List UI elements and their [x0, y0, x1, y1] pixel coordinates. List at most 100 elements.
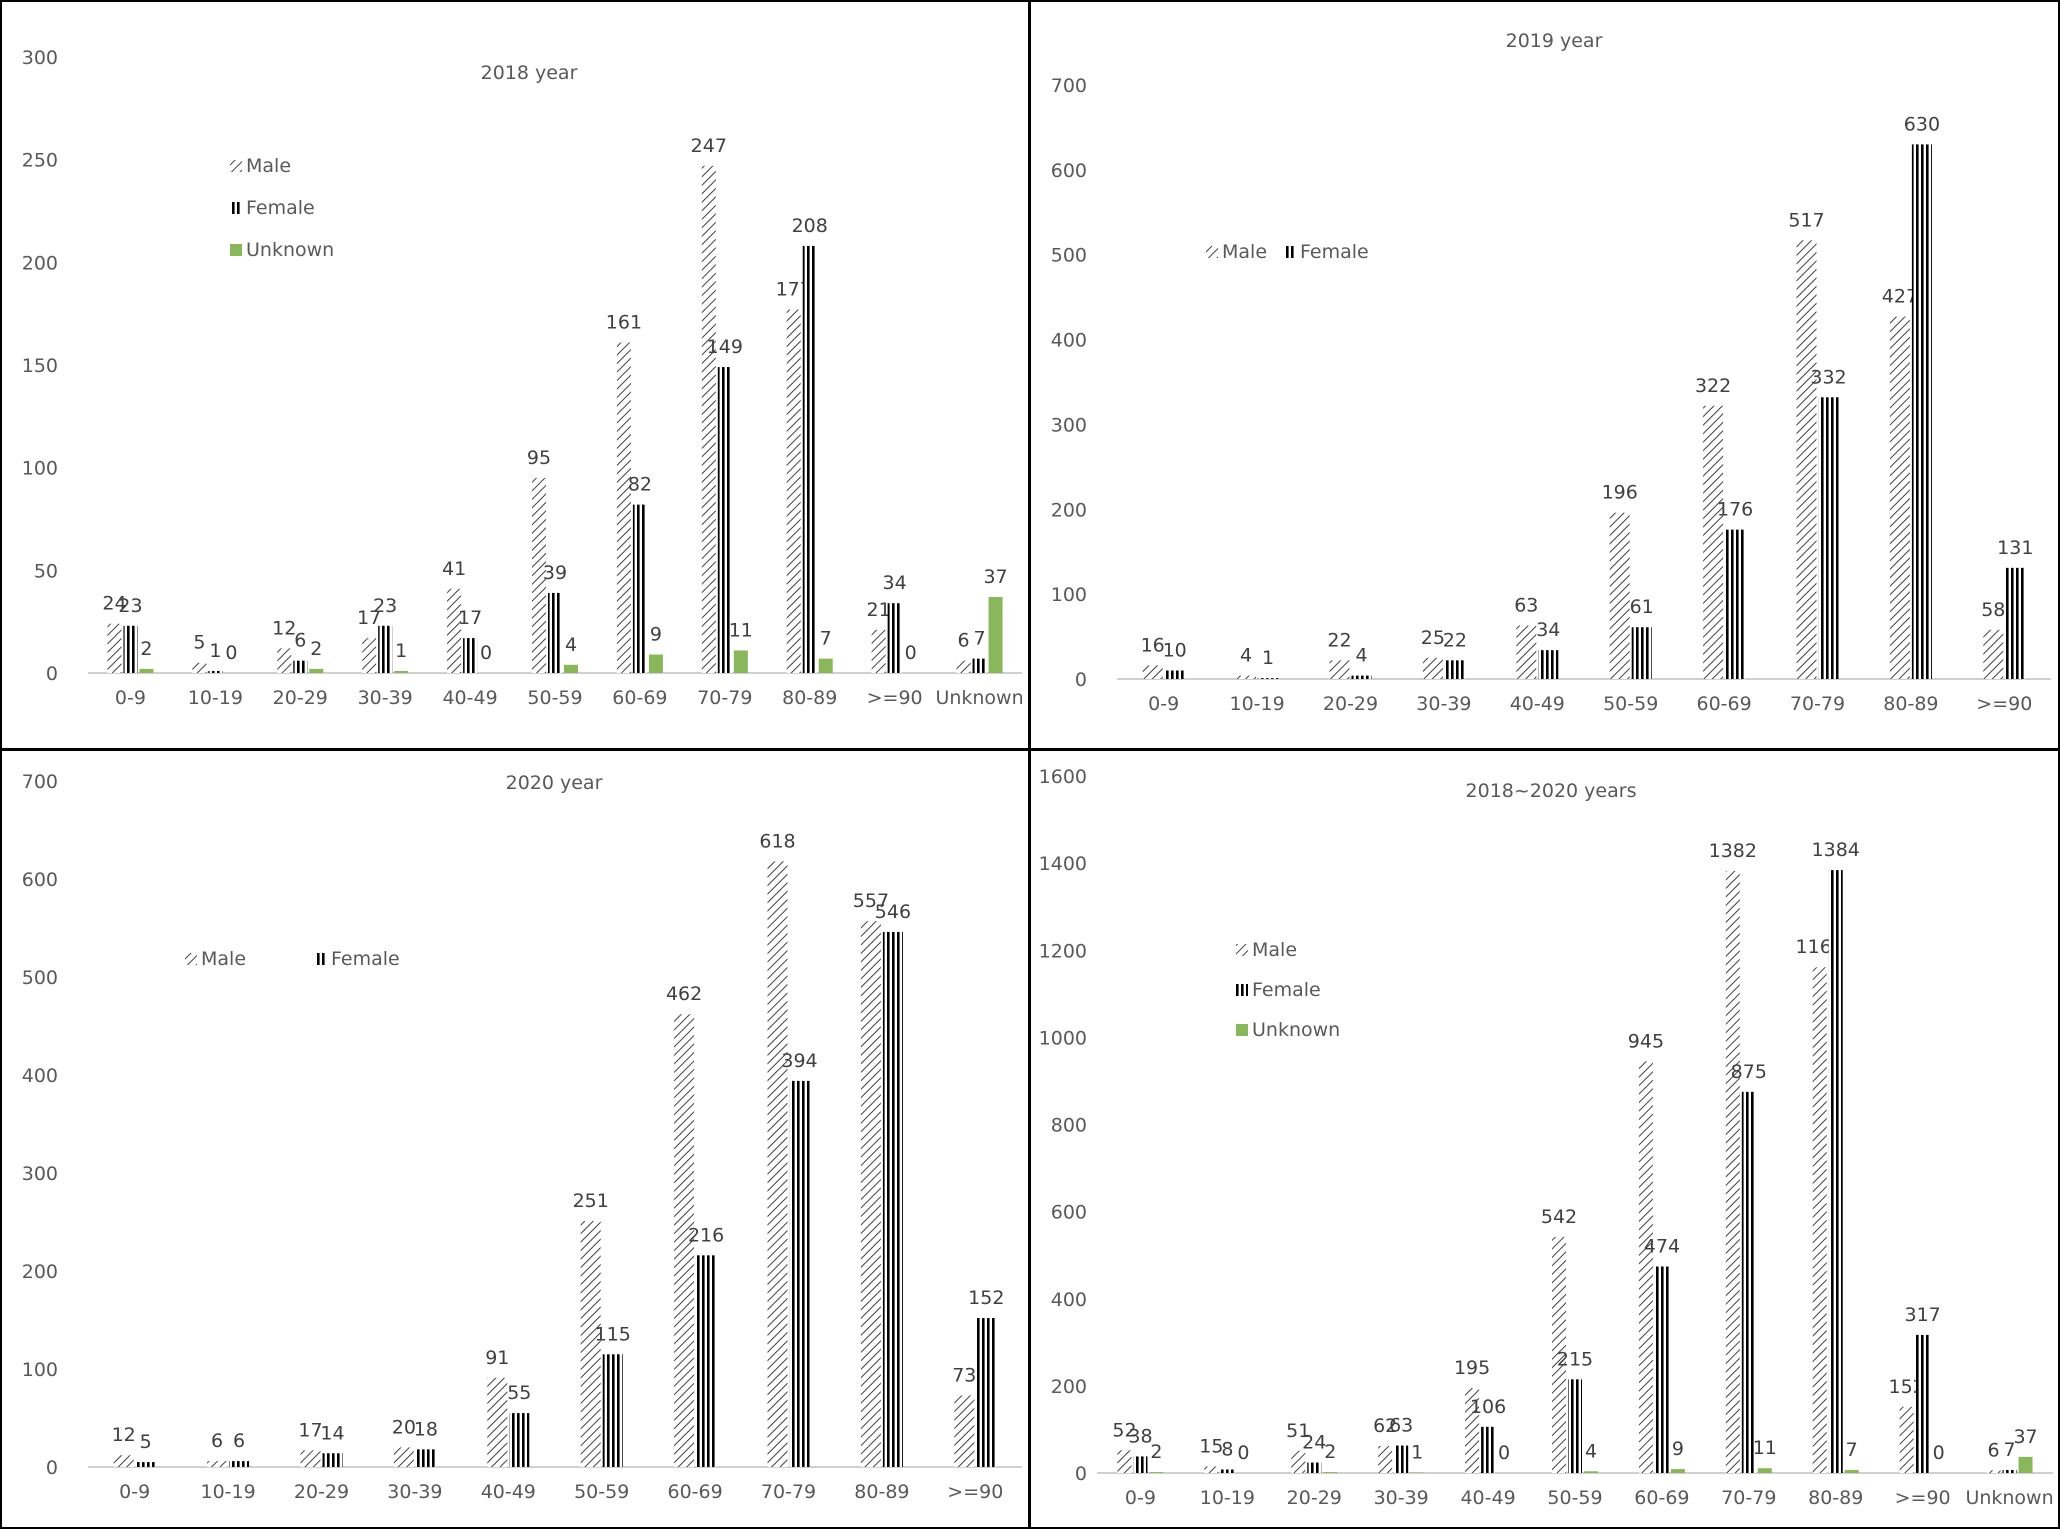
y-tick-label: 700	[1051, 75, 1087, 97]
bar-female-80-89	[1828, 870, 1843, 1473]
x-tick-label-20-29: 20-29	[294, 1481, 349, 1503]
y-tick-label: 200	[1051, 1376, 1087, 1398]
bar-unknown-70-79	[1757, 1468, 1772, 1473]
chart-title: 2019 year	[1506, 30, 1603, 52]
bar-female-80-89	[882, 931, 903, 1467]
y-tick-label: 0	[46, 1457, 58, 1479]
data-label-male-50-59: 95	[527, 447, 551, 469]
x-tick-label-50-59: 50-59	[527, 687, 582, 709]
bar-female-40-49	[509, 1413, 530, 1467]
bar-unknown-70-79	[733, 650, 748, 673]
bar-female-30-39	[415, 1449, 436, 1467]
bar-unknown-30-39	[394, 670, 409, 673]
data-label-female-20-29: 6	[294, 630, 306, 652]
bar-female-30-39	[1444, 660, 1465, 679]
legend-swatch-male	[185, 953, 197, 965]
bar-male-50-59	[532, 477, 546, 673]
bar-female-40-49	[463, 638, 478, 673]
legend-label-unknown: Unknown	[246, 239, 334, 261]
y-tick-label: 250	[22, 150, 58, 172]
legend-swatch-male	[1236, 944, 1248, 956]
bar-female-0-9	[123, 625, 138, 673]
data-label-unknown-50-59: 4	[565, 634, 577, 656]
data-label-male-30-39: 62	[1373, 1415, 1397, 1437]
bar-male-20-29	[1291, 1450, 1306, 1473]
bar-male-20-29	[300, 1450, 321, 1467]
bar-male-0-9	[107, 623, 122, 673]
x-tick-label-gte-90: >=90	[947, 1481, 1003, 1503]
data-label-male-40-49: 195	[1454, 1357, 1490, 1379]
y-tick-label: 200	[22, 252, 58, 274]
data-label-unknown-10-19: 0	[1237, 1442, 1249, 1464]
bar-female-50-59	[602, 1354, 623, 1467]
data-label-female-10-19: 8	[1221, 1439, 1233, 1461]
bar-male-50-59	[1552, 1236, 1566, 1473]
data-label-female-60-69: 474	[1644, 1236, 1680, 1258]
data-label-female-50-59: 61	[1630, 596, 1654, 618]
data-label-male-0-9: 52	[1112, 1419, 1136, 1441]
bar-male-70-79	[1725, 870, 1740, 1473]
x-tick-label-80-89: 80-89	[1883, 693, 1938, 715]
data-label-female-gte-90: 317	[1905, 1304, 1941, 1326]
bar-male-80-89	[786, 309, 801, 673]
x-tick-label-60-69: 60-69	[612, 687, 667, 709]
x-tick-label-0-9: 0-9	[115, 687, 146, 709]
bar-male-gte-90	[871, 629, 886, 673]
legend-swatch-male	[230, 160, 242, 172]
data-label-female-80-89: 1384	[1812, 839, 1860, 861]
data-label-female-gte-90: 152	[968, 1287, 1004, 1309]
x-tick-label-80-89: 80-89	[854, 1481, 909, 1503]
data-label-unknown-70-79: 11	[729, 619, 753, 641]
bar-male-0-9	[113, 1455, 134, 1467]
data-label-female-20-29: 24	[1302, 1432, 1326, 1454]
data-label-female-20-29: 14	[320, 1422, 344, 1444]
data-label-female-70-79: 149	[707, 336, 743, 358]
x-tick-label-30-39: 30-39	[1416, 693, 1471, 715]
bar-male-30-39	[362, 638, 377, 673]
y-tick-label: 600	[1051, 1202, 1087, 1224]
bar-unknown-20-29	[1323, 1472, 1338, 1473]
bar-male-40-49	[1516, 625, 1537, 679]
data-label-male-20-29: 22	[1327, 629, 1351, 651]
data-label-male-gte-90: 58	[1981, 599, 2005, 621]
y-tick-label: 0	[1075, 1463, 1087, 1485]
x-tick-label-10-19: 10-19	[1229, 693, 1284, 715]
data-label-male-50-59: 251	[573, 1190, 609, 1212]
data-label-female-80-89: 630	[1904, 113, 1940, 135]
bar-unknown-60-69	[648, 654, 663, 673]
bar-female-40-49	[1481, 1426, 1496, 1473]
data-label-unknown-60-69: 9	[650, 624, 662, 646]
x-tick-label-40-49: 40-49	[481, 1481, 536, 1503]
data-label-male-30-39: 17	[357, 607, 381, 629]
data-label-female-30-39: 23	[373, 595, 397, 617]
bar-male-30-39	[1378, 1445, 1393, 1473]
data-label-unknown-unknown: 37	[2013, 1426, 2037, 1448]
data-label-unknown-70-79: 11	[1753, 1437, 1777, 1459]
data-label-female-gte-90: 131	[1997, 537, 2033, 559]
data-label-male-10-19: 15	[1199, 1435, 1223, 1457]
x-tick-label-unknown: Unknown	[935, 687, 1023, 709]
bar-female-50-59	[1568, 1379, 1582, 1473]
bar-male-60-69	[616, 342, 631, 673]
data-label-female-80-89: 208	[792, 215, 828, 237]
data-label-female-gte-90: 34	[883, 572, 907, 594]
data-label-male-30-39: 20	[392, 1416, 416, 1438]
x-tick-label-10-19: 10-19	[188, 687, 243, 709]
bar-male-80-89	[1889, 316, 1910, 679]
bar-unknown-60-69	[1670, 1469, 1685, 1473]
y-tick-label: 200	[22, 1261, 58, 1283]
data-label-male-60-69: 161	[606, 311, 642, 333]
data-label-female-10-19: 1	[1262, 647, 1274, 669]
bar-male-10-19	[192, 662, 207, 673]
data-label-male-40-49: 91	[485, 1347, 509, 1369]
x-tick-label-unknown: Unknown	[1965, 1487, 2053, 1509]
x-tick-label-40-49: 40-49	[1510, 693, 1565, 715]
y-tick-label: 100	[1051, 584, 1087, 606]
x-tick-label-10-19: 10-19	[200, 1481, 255, 1503]
y-tick-label: 100	[22, 1359, 58, 1381]
x-tick-label-50-59: 50-59	[1547, 1487, 1602, 1509]
bar-female-50-59	[1631, 627, 1652, 679]
data-label-unknown-gte-90: 0	[1933, 1442, 1945, 1464]
